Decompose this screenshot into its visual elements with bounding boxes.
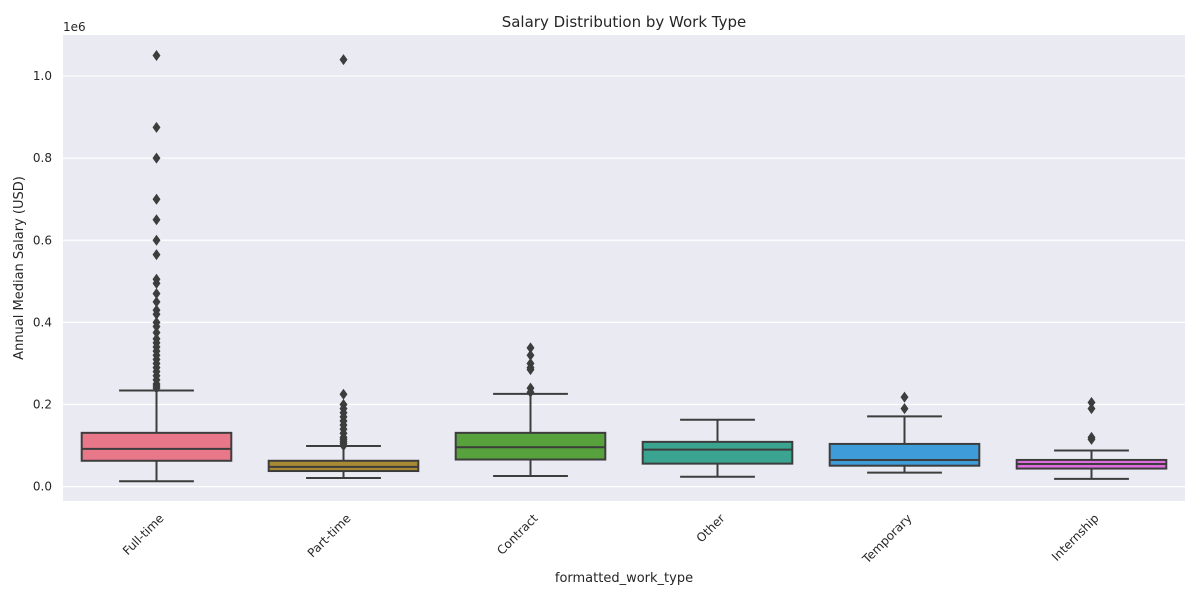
x-axis-label: formatted_work_type (555, 571, 693, 586)
gridlines (63, 75, 1185, 488)
y-tick-label: 0.6 (33, 233, 52, 247)
y-tick-label: 0.4 (33, 315, 52, 329)
box-internship (1015, 396, 1168, 480)
iqr-box (80, 431, 233, 462)
outlier-point (900, 403, 909, 415)
y-tick-label: 0.0 (33, 480, 52, 494)
outlier-point (152, 234, 161, 246)
outlier-point (152, 50, 161, 62)
outlier-point (900, 391, 909, 403)
y-tick-label: 0.8 (33, 151, 52, 165)
box-temporary (828, 391, 981, 474)
y-tick-label: 0.2 (33, 398, 52, 412)
outlier-point (152, 214, 161, 226)
outlier-point (152, 249, 161, 261)
chart-title: Salary Distribution by Work Type (502, 13, 747, 31)
outlier-point (339, 440, 348, 452)
outlier-point (526, 364, 535, 376)
plot-area (63, 35, 1185, 501)
y-axis-label: Annual Median Salary (USD) (12, 176, 27, 360)
y-axis-offset-label: 1e6 (63, 20, 86, 34)
y-axis-ticks: 0.0 0.2 0.4 0.6 0.8 1.0 (33, 69, 52, 494)
box-contract (454, 342, 607, 477)
box-other (641, 418, 794, 478)
iqr-box (454, 431, 607, 461)
box-full-time (80, 50, 233, 483)
outlier-point (1087, 433, 1096, 445)
box-part-time (267, 54, 420, 480)
box-group (80, 50, 1168, 483)
outlier-point (339, 54, 348, 66)
iqr-box (267, 459, 420, 473)
y-tick-label: 1.0 (33, 69, 52, 83)
outlier-point (526, 386, 535, 398)
outlier-point (152, 382, 161, 394)
iqr-box (828, 442, 981, 467)
outlier-point (152, 121, 161, 133)
iqr-box (641, 440, 794, 465)
outlier-point (1087, 403, 1096, 415)
outlier-point (152, 152, 161, 164)
outlier-point (152, 193, 161, 205)
